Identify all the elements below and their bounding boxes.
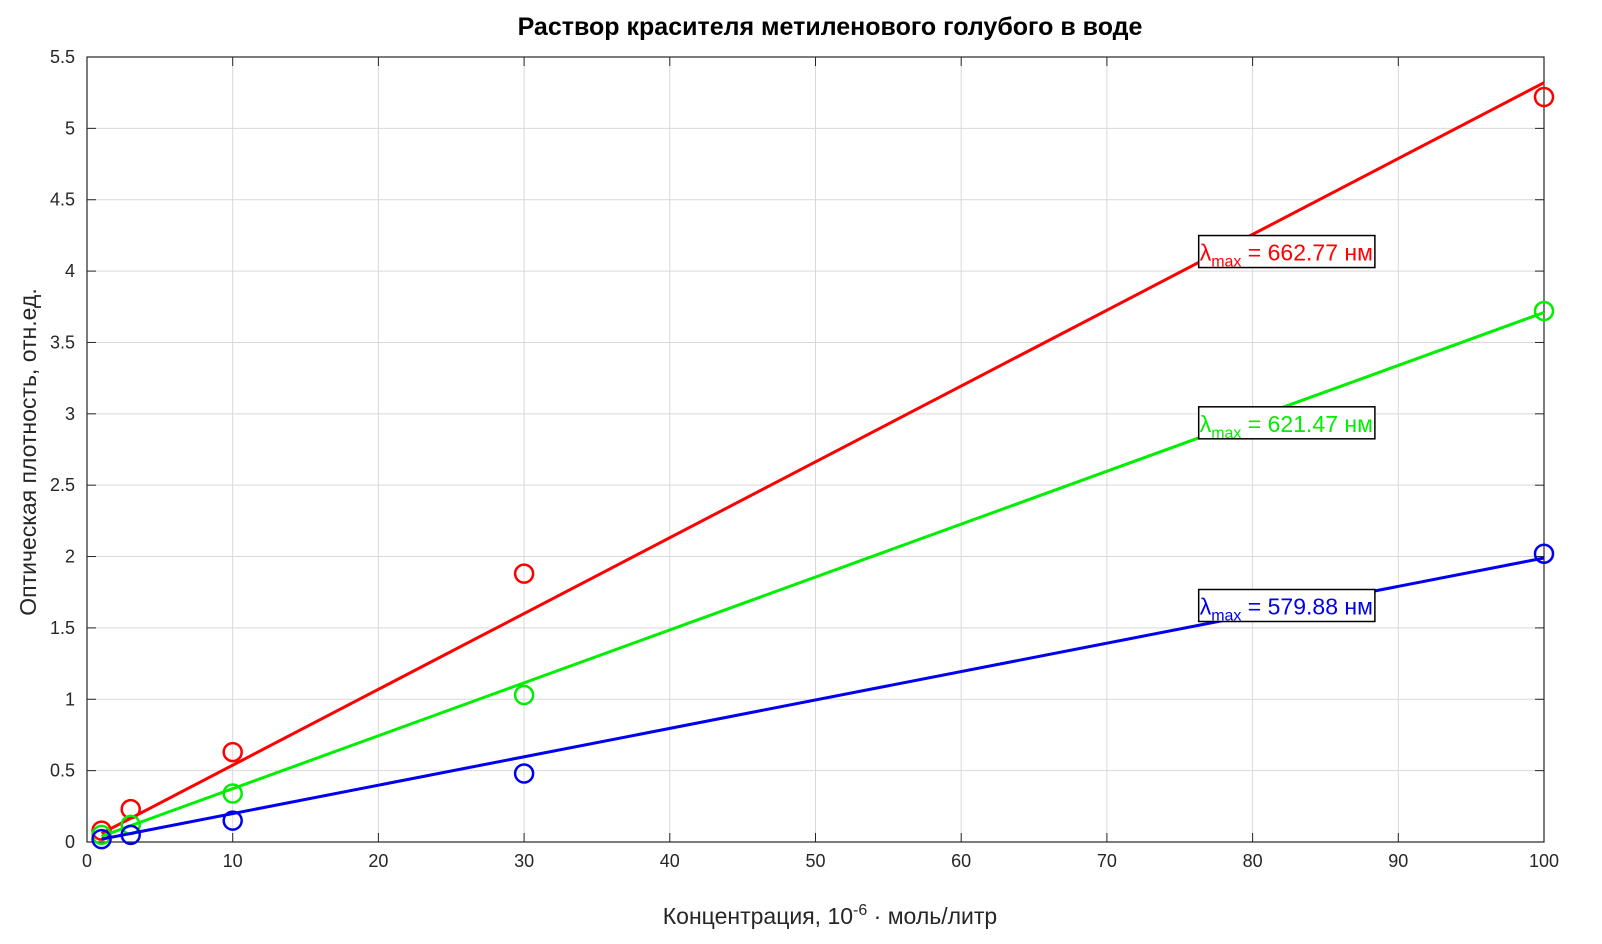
wavelength-value: = 662.77 нм bbox=[1241, 240, 1372, 266]
data-point bbox=[120, 798, 141, 820]
label-box bbox=[1197, 234, 1376, 269]
y-tick-label: 2 bbox=[65, 547, 75, 567]
y-tick-label: 5.5 bbox=[50, 47, 75, 67]
label-box bbox=[1197, 588, 1376, 623]
x-tick-label: 60 bbox=[951, 851, 971, 871]
x-tick-label: 40 bbox=[660, 851, 680, 871]
wavelength-label: λmax = 621.47 нм bbox=[1197, 406, 1376, 442]
data-point bbox=[222, 810, 243, 831]
lambda-subscript: max bbox=[1211, 608, 1241, 625]
label-text: λmax = 579.88 нм bbox=[1200, 594, 1373, 625]
lambda-symbol: λ bbox=[1200, 594, 1212, 620]
x-axis-title-prefix: Концентрация, 10 bbox=[663, 903, 853, 929]
x-tick-label: 30 bbox=[514, 851, 534, 871]
x-tick-label: 70 bbox=[1097, 851, 1117, 871]
x-tick-label: 50 bbox=[805, 851, 825, 871]
y-ticks: 0 0.5 1 1.5 2 2.5 3 3.5 4 4.5 5 5.5 bbox=[50, 47, 1544, 852]
y-tick-label: 1 bbox=[65, 689, 75, 709]
y-tick-label: 4 bbox=[65, 261, 75, 281]
y-tick-label: 5 bbox=[65, 118, 75, 138]
y-axis-title: Оптическая плотность, отн.ед. bbox=[15, 288, 41, 615]
label-text: λmax = 662.77 нм bbox=[1200, 240, 1373, 271]
lambda-symbol: λ bbox=[1200, 240, 1212, 266]
wavelength-value: = 621.47 нм bbox=[1241, 411, 1372, 437]
data-point bbox=[91, 828, 112, 850]
chart-title: Раствор красителя метиленового голубого … bbox=[518, 13, 1143, 41]
x-tick-label: 0 bbox=[82, 851, 92, 871]
data-point bbox=[222, 741, 243, 763]
data-point bbox=[513, 763, 535, 784]
y-tick-label: 4.5 bbox=[50, 190, 75, 210]
y-tick-label: 3 bbox=[65, 404, 75, 424]
data-point bbox=[1533, 86, 1555, 108]
series bbox=[91, 81, 1555, 850]
fit-line bbox=[100, 81, 1545, 835]
data-point bbox=[120, 824, 141, 846]
label-box bbox=[1197, 406, 1376, 440]
x-tick-label: 10 bbox=[223, 851, 243, 871]
x-tick-label: 90 bbox=[1388, 851, 1408, 871]
lambda-symbol: λ bbox=[1200, 411, 1212, 437]
x-ticks: 0 10 20 30 40 50 60 70 80 90 100 bbox=[82, 57, 1559, 871]
label-text: λmax = 621.47 нм bbox=[1200, 411, 1373, 442]
y-tick-label: 0 bbox=[65, 832, 75, 852]
y-tick-label: 3.5 bbox=[50, 332, 75, 352]
x-axis-title-suffix: · моль/литр bbox=[867, 903, 997, 929]
y-tick-label: 2.5 bbox=[50, 475, 75, 495]
x-axis-title-exponent: -6 bbox=[853, 902, 867, 919]
wavelength-value: = 579.88 нм bbox=[1241, 594, 1372, 620]
data-point bbox=[513, 563, 535, 584]
data-point bbox=[1533, 300, 1555, 322]
wavelength-label: λmax = 579.88 нм bbox=[1197, 588, 1376, 625]
data-point bbox=[513, 684, 535, 706]
y-tick-label: 0.5 bbox=[50, 761, 75, 781]
fit-line bbox=[101, 311, 1545, 838]
lambda-subscript: max bbox=[1211, 425, 1241, 442]
x-axis-title: Концентрация, 10-6 · моль/литр bbox=[663, 902, 997, 929]
y-tick-label: 1.5 bbox=[50, 618, 75, 638]
x-tick-label: 80 bbox=[1243, 851, 1263, 871]
wavelength-label: λmax = 662.77 нм bbox=[1197, 234, 1376, 271]
x-tick-label: 100 bbox=[1529, 851, 1559, 871]
x-tick-label: 20 bbox=[368, 851, 388, 871]
data-point bbox=[1533, 543, 1555, 564]
data-point bbox=[222, 783, 243, 804]
lambda-subscript: max bbox=[1211, 254, 1241, 271]
